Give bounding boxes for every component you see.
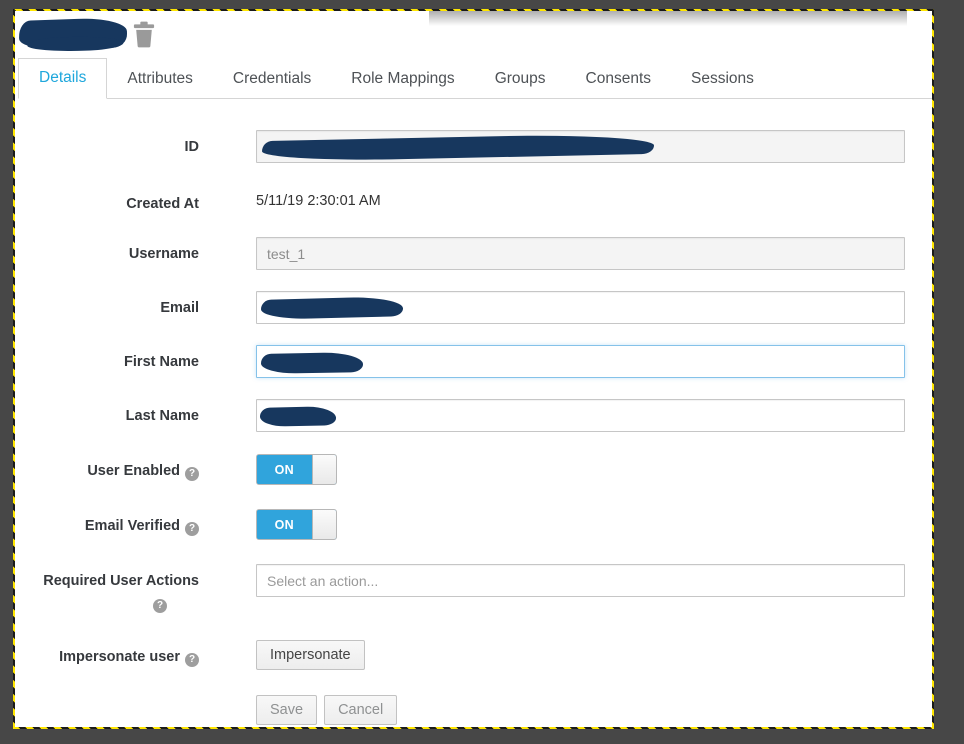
required-user-actions-label-text: Required User Actions — [43, 573, 199, 589]
user-enabled-label-text: User Enabled — [87, 463, 180, 479]
selection-marquee: Details Attributes Credentials Role Mapp… — [13, 9, 934, 729]
help-icon[interactable]: ? — [153, 599, 167, 613]
redacted-last-name-value — [259, 406, 337, 427]
top-shadow — [429, 11, 907, 26]
last-name-input[interactable] — [256, 399, 905, 432]
field-row-id: ID — [15, 130, 905, 163]
email-verified-label-text: Email Verified — [84, 518, 180, 534]
impersonate-button[interactable]: Impersonate — [256, 640, 365, 670]
field-row-created-at: Created At 5/11/19 2:30:01 AM — [15, 187, 905, 213]
impersonate-user-label-text: Impersonate user — [59, 649, 180, 665]
first-name-label: First Name — [124, 354, 199, 370]
help-icon[interactable]: ? — [185, 522, 199, 536]
field-row-email: Email — [15, 291, 905, 324]
trash-icon[interactable] — [133, 21, 155, 48]
redacted-email-value — [260, 296, 404, 320]
created-at-label: Created At — [126, 196, 199, 212]
tab-bar: Details Attributes Credentials Role Mapp… — [18, 57, 932, 99]
username-input — [256, 237, 905, 270]
tab-attributes[interactable]: Attributes — [127, 70, 193, 87]
tab-consents[interactable]: Consents — [585, 70, 652, 87]
toggle-handle — [311, 455, 336, 484]
email-label: Email — [160, 300, 199, 316]
redacted-username-title — [18, 17, 128, 51]
tab-details[interactable]: Details — [18, 58, 108, 99]
user-enabled-toggle[interactable]: ON — [256, 454, 337, 485]
page-header — [17, 13, 417, 57]
field-row-email-verified: Email Verified? ON — [15, 509, 905, 540]
username-label: Username — [128, 246, 199, 262]
field-row-user-enabled: User Enabled? ON — [15, 454, 905, 485]
user-details-panel: Details Attributes Credentials Role Mapp… — [15, 11, 932, 727]
field-row-first-name: First Name — [15, 345, 905, 378]
email-verified-label: Email Verified? — [15, 509, 199, 540]
required-user-actions-label: Required User Actions ? — [15, 564, 199, 613]
tab-groups[interactable]: Groups — [494, 70, 546, 87]
user-enabled-label: User Enabled? — [15, 454, 199, 485]
impersonate-user-label: Impersonate user? — [15, 640, 199, 670]
field-row-required-user-actions: Required User Actions ? — [15, 564, 905, 613]
field-row-impersonate-user: Impersonate user? Impersonate — [15, 640, 905, 670]
help-icon[interactable]: ? — [185, 653, 199, 667]
tab-role-mappings[interactable]: Role Mappings — [351, 70, 455, 87]
form-actions-row: Save Cancel — [15, 695, 905, 725]
first-name-input[interactable] — [256, 345, 905, 378]
field-row-username: Username — [15, 237, 905, 270]
tab-credentials[interactable]: Credentials — [232, 70, 312, 87]
id-label: ID — [184, 139, 200, 155]
cancel-button[interactable]: Cancel — [324, 695, 398, 725]
save-button[interactable]: Save — [256, 695, 318, 725]
required-user-actions-select[interactable] — [256, 564, 905, 597]
field-row-last-name: Last Name — [15, 399, 905, 432]
email-verified-toggle[interactable]: ON — [256, 509, 337, 540]
toggle-handle — [311, 510, 336, 539]
help-icon[interactable]: ? — [185, 467, 199, 481]
last-name-label: Last Name — [125, 408, 199, 424]
toggle-on-label: ON — [257, 455, 312, 484]
toggle-on-label: ON — [257, 510, 312, 539]
redacted-first-name-value — [260, 352, 364, 374]
tab-sessions[interactable]: Sessions — [691, 70, 754, 87]
created-at-value: 5/11/19 2:30:01 AM — [256, 193, 381, 209]
